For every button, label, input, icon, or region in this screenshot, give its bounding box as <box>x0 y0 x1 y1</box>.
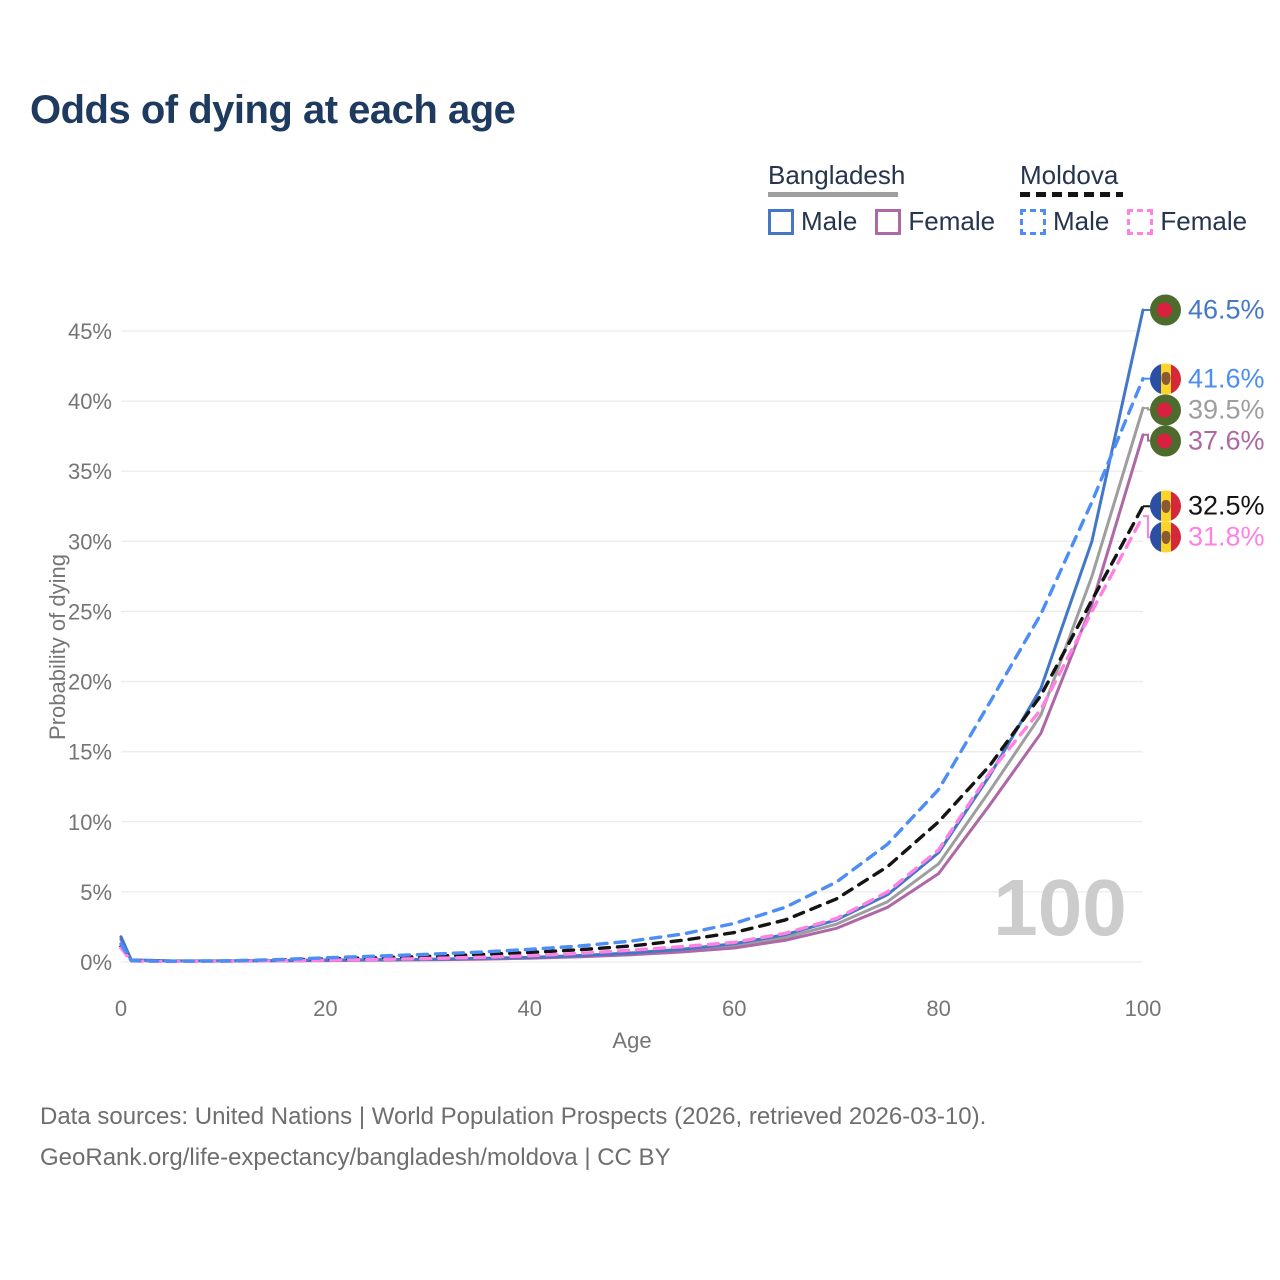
x-tick-label: 80 <box>926 996 950 1021</box>
legend-group-moldova: Moldova Male Female <box>1020 161 1247 237</box>
series-line-moldova-male[interactable] <box>119 376 1145 963</box>
legend-label: Male <box>1053 206 1110 236</box>
y-tick-label: 25% <box>68 599 112 624</box>
x-axis-title: Age <box>612 1028 652 1053</box>
y-tick-label: 30% <box>68 529 112 554</box>
leader-line <box>1143 515 1150 539</box>
moldova-male-checkbox[interactable] <box>1020 208 1046 235</box>
leader-line <box>1143 433 1150 442</box>
bangladesh-male-checkbox[interactable] <box>768 208 794 235</box>
leader-line <box>1143 407 1150 411</box>
footer-attribution-line: GeoRank.org/life-expectancy/bangladesh/m… <box>40 1144 671 1171</box>
y-tick-label: 0% <box>80 950 112 975</box>
footer-source-line: Data sources: United Nations | World Pop… <box>40 1103 987 1130</box>
moldova-female-checkbox[interactable] <box>1127 208 1154 235</box>
y-tick-label: 20% <box>68 670 112 695</box>
legend-label: Male <box>801 206 858 236</box>
x-tick-label: 100 <box>1125 996 1162 1021</box>
page-title: Odds of dying at each age <box>30 88 516 132</box>
y-tick-label: 45% <box>68 319 112 344</box>
legend-label: Female <box>1160 206 1248 236</box>
legend-country-moldova[interactable]: Moldova <box>1020 160 1119 190</box>
y-tick-label: 15% <box>68 740 112 765</box>
footer: Data sources: United Nations | World Pop… <box>40 1096 986 1178</box>
y-tick-label: 5% <box>80 880 112 905</box>
legend-group-bangladesh: Bangladesh Male Female <box>768 161 995 237</box>
bangladesh-female-checkbox[interactable] <box>875 208 902 235</box>
y-tick-label: 40% <box>68 389 112 414</box>
legend-item-moldova-male[interactable]: Male <box>1020 206 1109 237</box>
y-axis-title: Probability of dying <box>45 554 70 740</box>
legend-items-bangladesh: Male Female <box>768 206 995 237</box>
series-line-bangladesh-male[interactable] <box>119 308 1145 963</box>
plot-area: 0% 5% 10% 15% 20% 25% 30% 35% 40% 45% 0 20 40 60 80 100 <box>68 308 1162 1021</box>
moldova-line-swatch <box>1020 192 1123 197</box>
legend-label: Female <box>908 206 996 236</box>
legend-country-bangladesh[interactable]: Bangladesh <box>768 160 906 190</box>
x-tick-label: 60 <box>722 996 746 1021</box>
bangladesh-line-swatch <box>768 192 898 197</box>
y-tick-label: 10% <box>68 810 112 835</box>
legend-item-moldova-female[interactable]: Female <box>1127 206 1247 237</box>
x-tick-label: 0 <box>115 996 127 1021</box>
y-tick-label: 35% <box>68 459 112 484</box>
x-tick-label: 20 <box>313 996 337 1021</box>
legend-items-moldova: Male Female <box>1020 206 1247 237</box>
legend-item-bangladesh-female[interactable]: Female <box>875 206 995 237</box>
x-tick-label: 40 <box>518 996 542 1021</box>
age-watermark: 100 <box>993 863 1127 952</box>
legend-item-bangladesh-male[interactable]: Male <box>768 206 857 237</box>
